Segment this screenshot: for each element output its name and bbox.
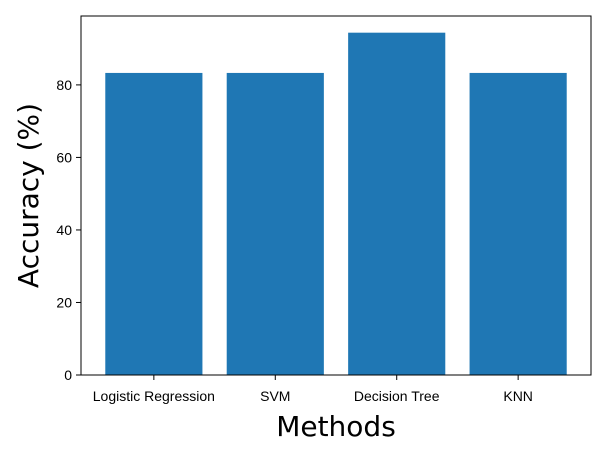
y-tick-label: 60	[56, 149, 72, 165]
y-tick-label: 0	[64, 367, 72, 383]
bar-svm	[226, 72, 324, 376]
x-tick-label: KNN	[503, 388, 533, 404]
bar-decision-tree	[348, 32, 446, 375]
bar-logistic-regression	[105, 72, 203, 376]
x-tick-label: Decision Tree	[354, 388, 440, 404]
y-axis: 0 20 40 60 80	[56, 77, 81, 383]
x-tick-label: Logistic Regression	[93, 388, 215, 404]
y-tick-label: 80	[56, 77, 72, 93]
y-tick-label: 20	[56, 294, 72, 310]
y-tick-label: 40	[56, 222, 72, 238]
y-axis-label: Accuracy (%)	[12, 103, 45, 288]
x-tick-label: SVM	[260, 388, 290, 404]
plot-frame	[80, 15, 592, 376]
bar-knn	[469, 72, 567, 376]
x-axis-label: Methods	[276, 410, 396, 443]
x-axis: Logistic Regression SVM Decision Tree KNN	[93, 375, 533, 404]
bars-group	[105, 32, 567, 376]
